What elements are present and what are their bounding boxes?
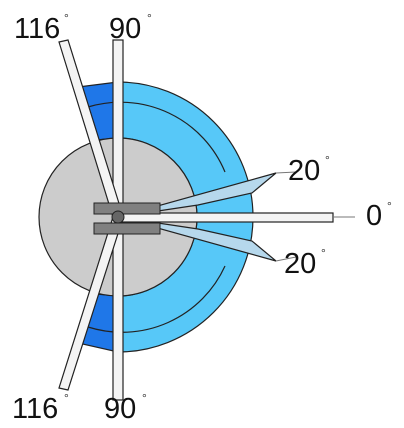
angle-label-right-upper: 20 xyxy=(288,155,320,187)
angle-label-top-center: 90 xyxy=(109,13,141,45)
degree-symbol-right-upper: ° xyxy=(325,153,330,167)
leader-line-lower xyxy=(275,256,297,262)
degree-symbol-bottom-left: ° xyxy=(64,391,69,405)
pivot-point xyxy=(111,210,125,224)
degree-symbol-right-lower: ° xyxy=(321,246,326,260)
degree-symbol-top-center: ° xyxy=(147,11,152,25)
angle-label-bottom-center: 90 xyxy=(104,393,136,425)
degree-symbol-bottom-center: ° xyxy=(142,391,147,405)
connector-block-bottom xyxy=(93,222,161,235)
degree-symbol-right-center: ° xyxy=(387,199,392,213)
degree-symbol-top-left: ° xyxy=(64,11,69,25)
angle-label-right-lower: 20 xyxy=(284,248,316,280)
angle-label-bottom-left: 116 xyxy=(12,393,58,425)
inner-ring-lower xyxy=(87,265,226,333)
angle-label-right-center: 0 xyxy=(366,200,382,232)
inner-ring-upper xyxy=(87,101,226,173)
leader-line-upper xyxy=(275,171,297,174)
connector-block-top xyxy=(93,202,161,215)
angle-label-top-left: 116 xyxy=(14,13,60,45)
